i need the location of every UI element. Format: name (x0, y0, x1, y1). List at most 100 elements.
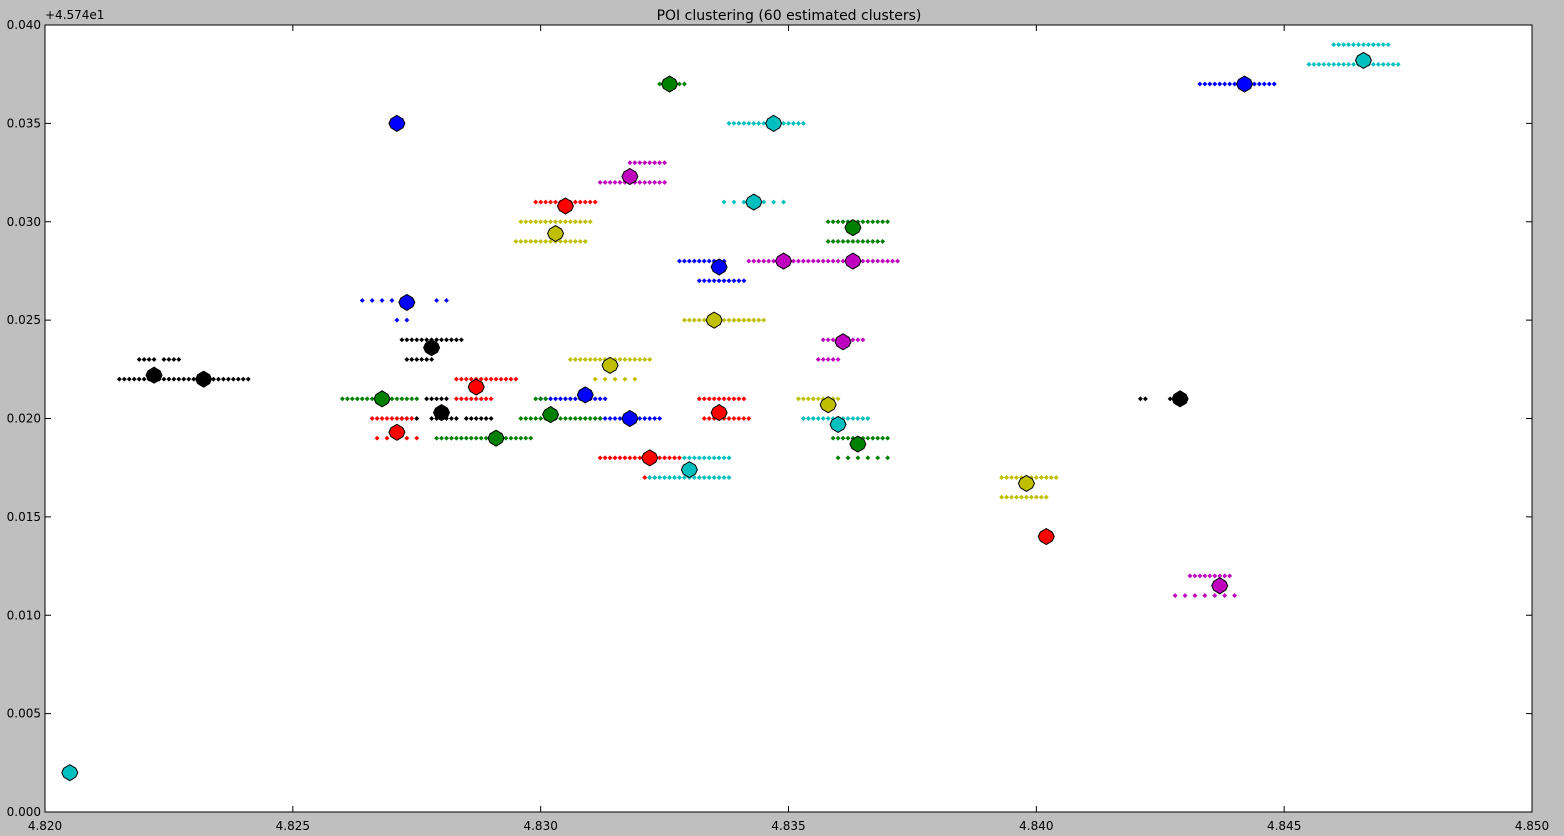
data-point (1212, 81, 1218, 87)
cluster-center (467, 378, 485, 396)
data-point (1341, 42, 1347, 48)
data-point (443, 337, 450, 343)
data-point (825, 238, 831, 244)
data-point (557, 415, 564, 422)
data-point (815, 415, 821, 422)
data-point (820, 415, 826, 422)
data-point (399, 337, 405, 343)
data-point (800, 258, 806, 264)
data-point (855, 337, 861, 343)
data-point (885, 258, 891, 264)
data-point (438, 396, 445, 402)
data-point (706, 258, 712, 264)
y-offset-label: +4.574e1 (45, 8, 104, 22)
data-point (612, 376, 618, 382)
data-point (681, 317, 687, 323)
data-point (810, 415, 816, 422)
data-point (438, 435, 445, 441)
cluster-center (765, 114, 783, 132)
data-point (657, 415, 663, 422)
data-point (746, 120, 752, 126)
data-point (726, 396, 732, 402)
cluster-center (621, 409, 639, 428)
data-point (220, 376, 226, 382)
data-point (711, 474, 717, 481)
data-point (483, 435, 489, 441)
data-point (1251, 81, 1257, 87)
cluster-center (601, 356, 619, 374)
x-tick-label: 4.850 (1515, 819, 1549, 833)
data-point (602, 415, 608, 422)
data-point (885, 455, 891, 461)
data-point (691, 455, 697, 461)
data-point (1137, 396, 1143, 402)
data-point (795, 120, 801, 126)
data-point (364, 396, 370, 402)
data-point (850, 337, 856, 343)
data-point (696, 278, 702, 284)
cluster-center (1037, 527, 1055, 546)
data-point (602, 396, 608, 402)
data-point (176, 356, 182, 363)
data-point (617, 415, 623, 422)
x-tick-label: 4.820 (28, 819, 62, 833)
data-point (691, 474, 697, 481)
data-point (880, 258, 886, 264)
data-point (756, 120, 762, 126)
data-point (835, 356, 841, 363)
data-point (171, 376, 177, 382)
data-point (622, 356, 628, 363)
cluster-center (745, 193, 763, 211)
data-point (344, 396, 350, 402)
data-point (741, 120, 747, 126)
data-point (880, 238, 886, 244)
y-tick-label: 0.035 (7, 116, 41, 130)
data-point (1004, 474, 1010, 481)
data-point (533, 238, 539, 244)
cluster-center (1235, 75, 1254, 93)
data-point (1222, 593, 1228, 599)
data-point (557, 396, 564, 402)
data-point (572, 356, 578, 363)
data-point (404, 415, 410, 422)
data-point (701, 415, 707, 422)
cluster-center (710, 258, 728, 276)
data-point (448, 415, 455, 422)
data-point (528, 219, 534, 225)
data-point (771, 199, 777, 205)
data-point (171, 356, 177, 363)
data-point (592, 415, 598, 422)
data-point (637, 455, 643, 461)
data-point (567, 356, 573, 363)
cluster-center (680, 461, 698, 479)
data-point (627, 160, 633, 166)
data-point (875, 455, 881, 461)
data-point (890, 258, 896, 264)
data-point (409, 415, 415, 422)
data-point (572, 219, 578, 225)
x-tick-labels: 4.820 4.825 4.830 4.835 4.840 4.845 4.850 (28, 819, 1549, 833)
data-point (652, 474, 658, 481)
data-point (875, 219, 881, 225)
data-point (880, 219, 886, 225)
data-point (230, 376, 236, 382)
data-point (632, 376, 638, 382)
cluster-center (641, 449, 659, 467)
data-point (577, 356, 583, 363)
data-point (647, 356, 653, 363)
data-point (538, 238, 544, 244)
data-point (414, 356, 420, 363)
data-point (627, 455, 633, 461)
data-point (572, 415, 578, 422)
data-point (810, 258, 816, 264)
data-point (662, 455, 668, 461)
data-point (666, 474, 673, 481)
data-point (577, 238, 583, 244)
data-point (820, 356, 826, 363)
data-point (676, 81, 683, 87)
data-point (543, 199, 549, 205)
data-point (1370, 61, 1376, 67)
data-point (696, 258, 702, 264)
data-point (671, 455, 678, 461)
data-point (597, 455, 603, 461)
